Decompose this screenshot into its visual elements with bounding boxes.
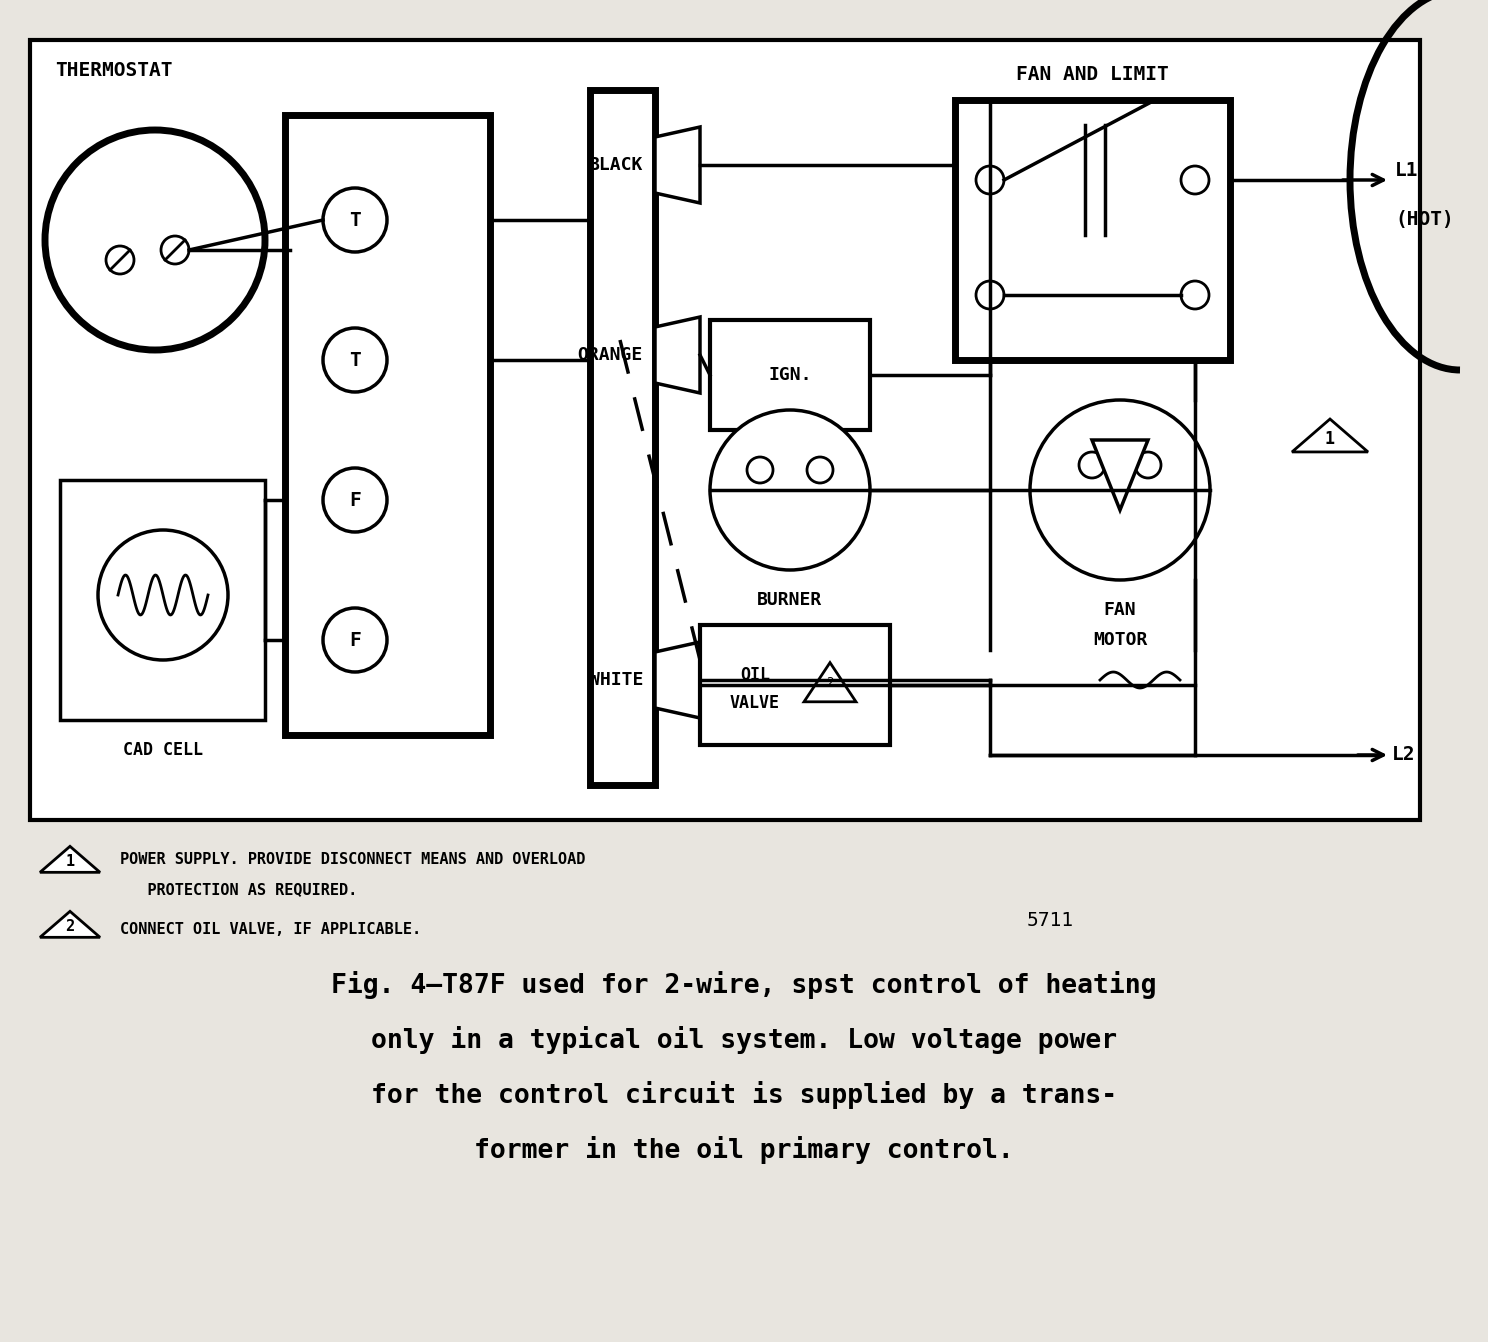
Text: CAD CELL: CAD CELL	[124, 741, 202, 760]
Text: 2: 2	[826, 675, 833, 688]
Text: VALVE: VALVE	[731, 694, 780, 713]
Text: L1: L1	[1396, 161, 1418, 180]
Circle shape	[1181, 166, 1210, 195]
Text: POWER SUPPLY. PROVIDE DISCONNECT MEANS AND OVERLOAD: POWER SUPPLY. PROVIDE DISCONNECT MEANS A…	[121, 852, 585, 867]
Bar	[955, 101, 1231, 360]
Circle shape	[161, 236, 189, 264]
Polygon shape	[804, 663, 856, 702]
Text: Fig. 4–T87F used for 2-wire, spst control of heating: Fig. 4–T87F used for 2-wire, spst contro…	[332, 972, 1156, 998]
Text: 5711: 5711	[1027, 910, 1073, 930]
Polygon shape	[1292, 419, 1367, 452]
Text: THERMOSTAT: THERMOSTAT	[55, 60, 173, 79]
Text: FAN AND LIMIT: FAN AND LIMIT	[1016, 66, 1170, 85]
Bar	[591, 90, 655, 785]
Text: BLACK: BLACK	[589, 156, 643, 174]
Circle shape	[106, 246, 134, 274]
Text: former in the oil primary control.: former in the oil primary control.	[475, 1135, 1013, 1164]
Text: F: F	[350, 631, 362, 650]
Polygon shape	[655, 317, 699, 393]
Text: 1: 1	[1324, 429, 1335, 448]
Circle shape	[1181, 280, 1210, 309]
Bar	[60, 480, 265, 721]
Circle shape	[976, 166, 1004, 195]
Polygon shape	[655, 127, 699, 203]
Polygon shape	[1092, 440, 1149, 510]
Bar	[710, 319, 870, 429]
Circle shape	[323, 608, 387, 672]
Circle shape	[1030, 400, 1210, 580]
Text: (HOT): (HOT)	[1396, 209, 1454, 229]
Text: CONNECT OIL VALVE, IF APPLICABLE.: CONNECT OIL VALVE, IF APPLICABLE.	[121, 922, 421, 938]
Text: FAN: FAN	[1104, 601, 1137, 619]
Circle shape	[45, 130, 265, 350]
Bar	[30, 40, 1420, 820]
Polygon shape	[40, 847, 100, 872]
Circle shape	[323, 188, 387, 252]
Text: ORANGE: ORANGE	[577, 346, 643, 364]
Circle shape	[710, 411, 870, 570]
Polygon shape	[655, 641, 699, 718]
Text: 2: 2	[65, 919, 74, 934]
Bar	[699, 625, 890, 745]
Text: MOTOR: MOTOR	[1092, 631, 1147, 650]
Text: for the control circuit is supplied by a trans-: for the control circuit is supplied by a…	[371, 1082, 1117, 1108]
Circle shape	[806, 458, 833, 483]
Text: T: T	[350, 211, 362, 229]
Text: F: F	[350, 490, 362, 510]
Circle shape	[323, 327, 387, 392]
Text: T: T	[350, 350, 362, 369]
Circle shape	[747, 458, 772, 483]
Text: only in a typical oil system. Low voltage power: only in a typical oil system. Low voltag…	[371, 1027, 1117, 1053]
Polygon shape	[40, 911, 100, 937]
Text: IGN.: IGN.	[768, 366, 812, 384]
Circle shape	[1135, 452, 1161, 478]
Circle shape	[323, 468, 387, 531]
Circle shape	[1079, 452, 1106, 478]
Circle shape	[976, 280, 1004, 309]
Text: OIL: OIL	[740, 666, 769, 684]
Text: PROTECTION AS REQUIRED.: PROTECTION AS REQUIRED.	[121, 883, 357, 898]
Text: WHITE: WHITE	[589, 671, 643, 688]
Text: BURNER: BURNER	[757, 590, 823, 609]
Bar	[286, 115, 490, 735]
Text: 1: 1	[65, 855, 74, 870]
Text: L2: L2	[1391, 746, 1415, 765]
Circle shape	[98, 530, 228, 660]
